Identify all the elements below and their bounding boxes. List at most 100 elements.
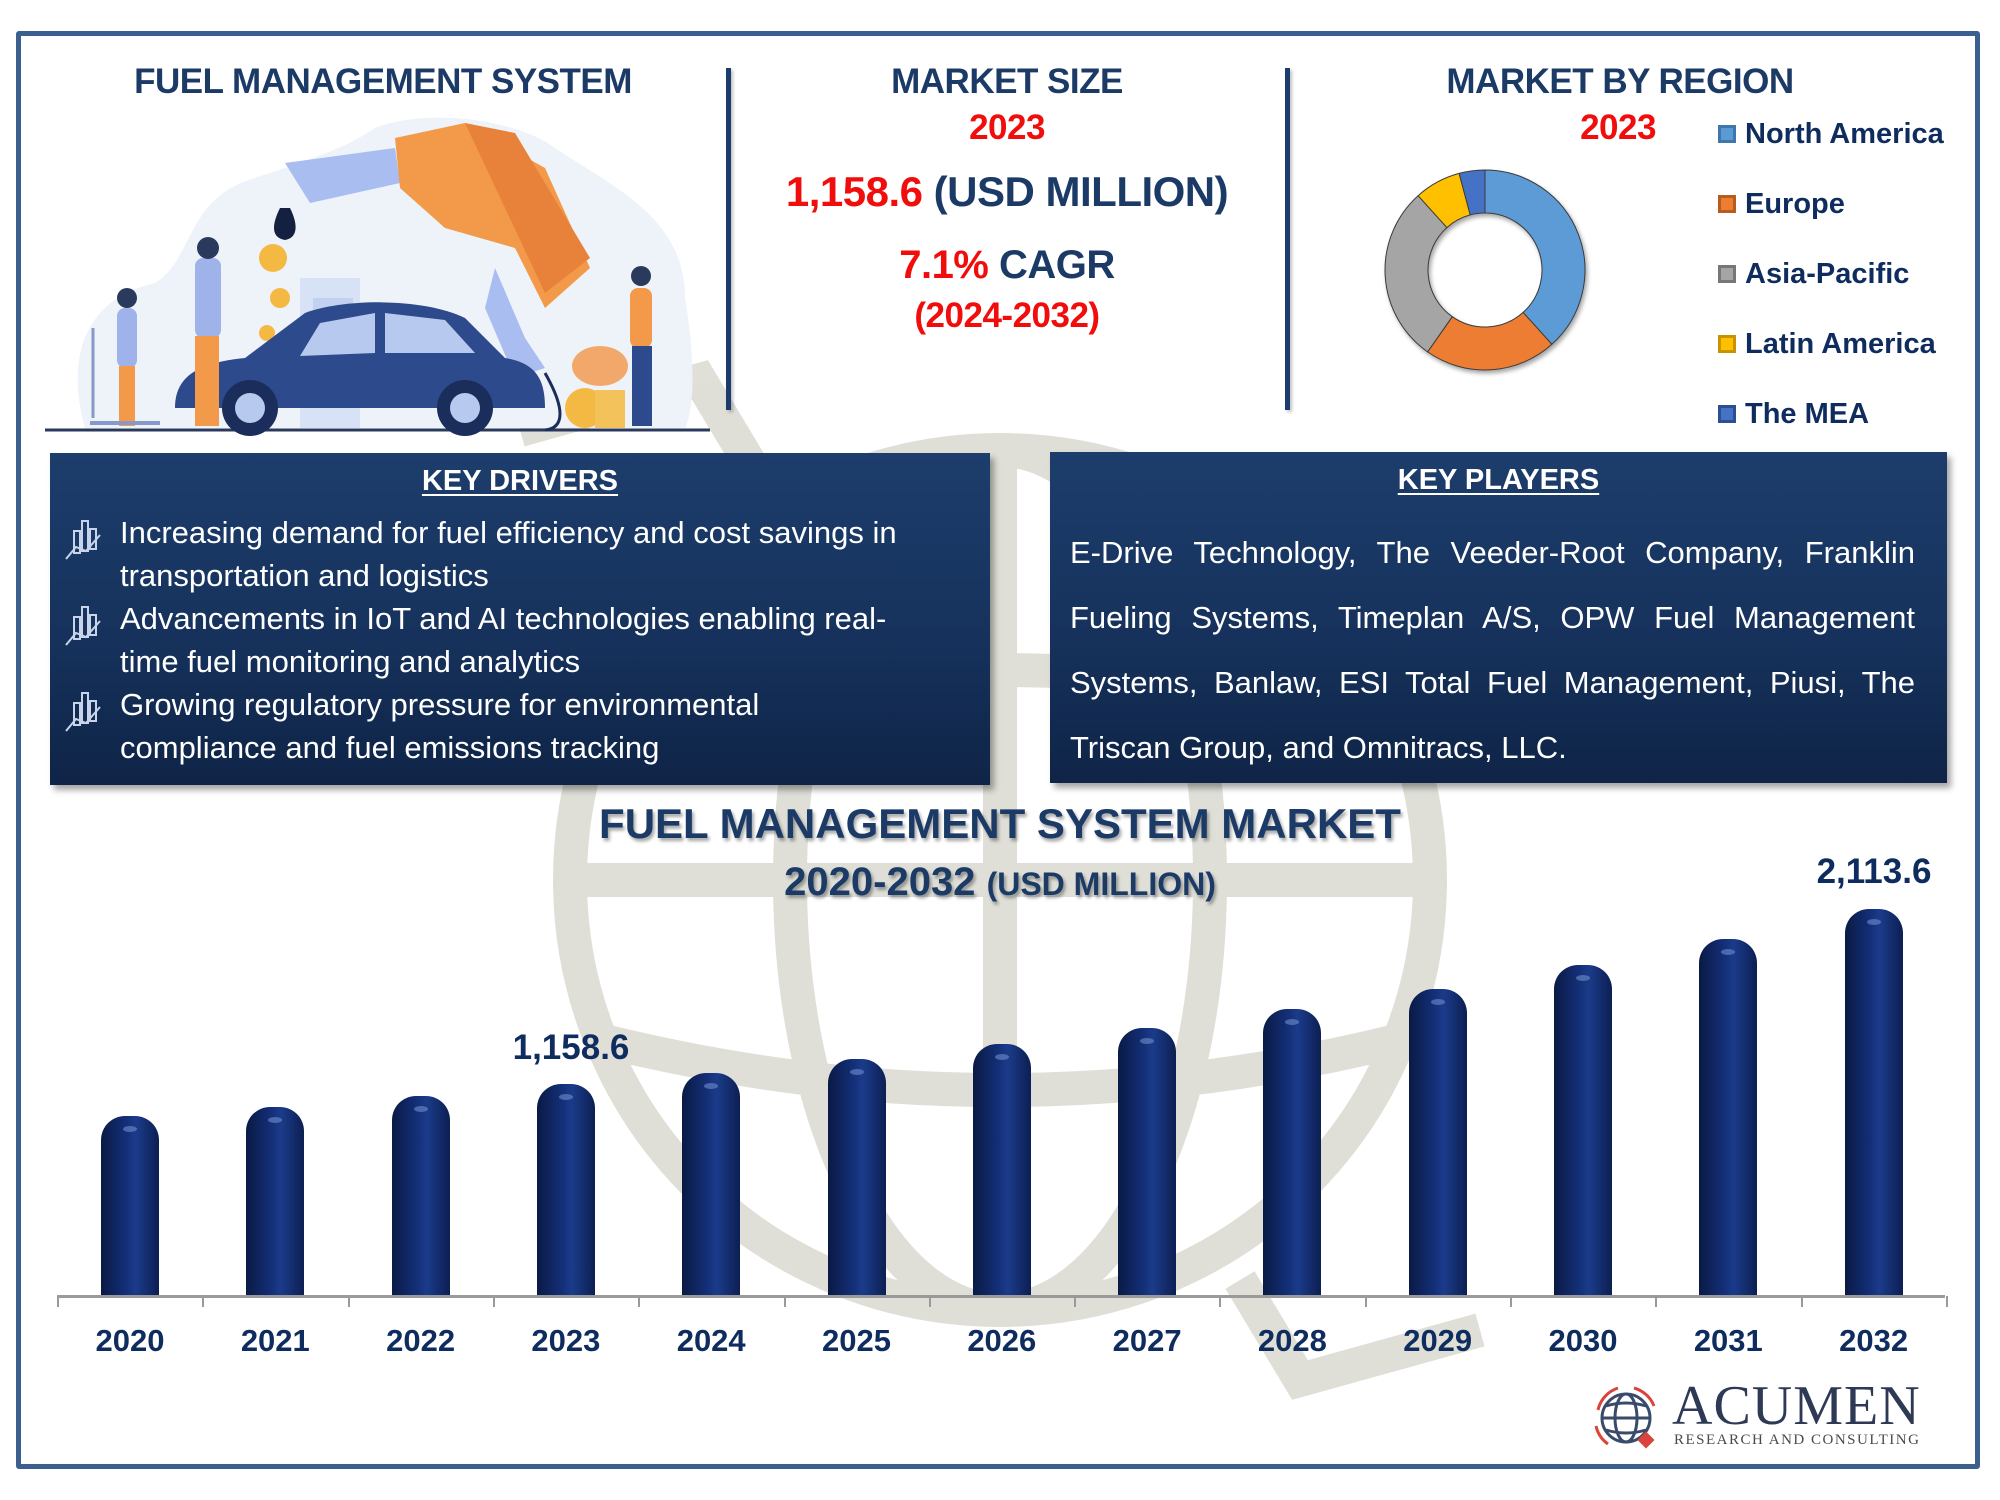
key-players-panel: KEY PLAYERS E-Drive Technology, The Veed…	[1050, 452, 1947, 783]
legend-label: Europe	[1745, 187, 1845, 220]
acumen-logo: ACUMEN RESEARCH AND CONSULTING	[1588, 1378, 1938, 1454]
bar-2029	[1408, 989, 1467, 1296]
legend-swatch-icon	[1718, 335, 1736, 353]
x-axis-tick	[57, 1296, 59, 1307]
market-size-year: 2023	[969, 108, 1045, 147]
logo-name: ACUMEN	[1672, 1375, 1921, 1437]
driver-item: Advancements in IoT and AI technologies …	[50, 597, 990, 683]
market-size-title: MARKET SIZE	[891, 62, 1123, 101]
x-axis-tick	[492, 1296, 495, 1307]
market-size-value: 1,158.6	[785, 168, 923, 215]
key-players-text: E-Drive Technology, The Veeder-Root Comp…	[1070, 535, 1915, 765]
bar-2022	[391, 1096, 450, 1296]
bar-2026	[972, 1044, 1031, 1296]
x-axis-label: 2028	[1257, 1323, 1327, 1358]
legend-item-europe: Europe	[1718, 184, 1845, 224]
cagr-value: 7.1%	[899, 243, 989, 287]
driver-text: Increasing demand for fuel efficiency an…	[120, 515, 897, 593]
x-axis-label: 2026	[967, 1323, 1037, 1358]
x-axis-tick	[928, 1296, 931, 1307]
bar-2021	[246, 1107, 305, 1296]
x-axis-tick	[1655, 1296, 1658, 1307]
x-axis-label: 2024	[676, 1323, 746, 1358]
bar-chart-trend-icon	[65, 692, 101, 732]
x-axis-label: 2020	[95, 1323, 165, 1358]
legend-swatch-icon	[1718, 265, 1736, 283]
cagr-row: 7.1% CAGR	[757, 243, 1257, 288]
data-label-2032: 2,113.6	[1816, 852, 1932, 891]
bar-2030	[1554, 965, 1612, 1296]
cagr-label: CAGR	[999, 243, 1115, 287]
driver-text: Advancements in IoT and AI technologies …	[120, 601, 887, 679]
region-year: 2023	[1580, 108, 1656, 147]
chart-title: FUEL MANAGEMENT SYSTEM MARKET	[599, 800, 1401, 847]
legend-swatch-icon	[1718, 195, 1736, 213]
x-axis-tick	[783, 1296, 786, 1307]
key-drivers-title: KEY DRIVERS	[421, 465, 619, 497]
x-axis-label: 2023	[531, 1323, 601, 1358]
region-title: MARKET BY REGION	[1446, 62, 1794, 101]
x-axis-tick	[1800, 1296, 1803, 1307]
x-axis-label: 2032	[1839, 1323, 1909, 1358]
driver-item: Growing regulatory pressure for environm…	[50, 683, 990, 769]
legend-swatch-icon	[1718, 405, 1736, 423]
divider-right	[1285, 68, 1290, 410]
x-axis-line	[57, 1295, 1945, 1298]
key-players-title: KEY PLAYERS	[1397, 464, 1600, 496]
outer-frame	[16, 31, 1980, 1469]
x-axis-label: 2030	[1548, 1323, 1618, 1358]
globe-logo-icon	[1594, 1386, 1656, 1449]
donut-slice-mea	[1458, 169, 1486, 216]
driver-item: Increasing demand for fuel efficiency an…	[50, 511, 990, 597]
chart-years: 2020-2032	[784, 860, 976, 904]
legend-label: The MEA	[1745, 397, 1870, 430]
key-drivers-panel: KEY DRIVERS Increasing demand for fuel e…	[50, 453, 990, 785]
data-label-2023: 1,158.6	[512, 1028, 630, 1067]
x-axis-tick	[1510, 1296, 1512, 1307]
x-axis-tick	[1219, 1296, 1222, 1307]
market-size-unit: (USD MILLION)	[933, 168, 1229, 215]
x-axis-tick	[1945, 1296, 1948, 1307]
fuel-nozzle-car-illustration	[45, 117, 710, 436]
chart-unit: (USD MILLION)	[986, 866, 1216, 902]
x-axis-label: 2021	[240, 1323, 310, 1358]
legend-item-mea: The MEA	[1718, 394, 1869, 434]
logo-tagline: RESEARCH AND CONSULTING	[1674, 1432, 1921, 1448]
x-axis-tick	[638, 1296, 641, 1307]
legend-label: North America	[1745, 117, 1944, 150]
product-title: FUEL MANAGEMENT SYSTEM	[134, 62, 632, 101]
x-axis-tick	[202, 1296, 205, 1307]
legend-item-asia-pacific: Asia-Pacific	[1718, 254, 1909, 294]
legend-item-north-america: North America	[1718, 114, 1944, 154]
x-axis-label: 2025	[822, 1323, 891, 1358]
region-donut-chart	[1384, 169, 1586, 371]
bar-2028	[1263, 1009, 1322, 1296]
divider-left	[726, 68, 731, 410]
x-axis-tick	[1364, 1296, 1367, 1307]
legend-label: Latin America	[1745, 327, 1936, 360]
x-axis-tick	[347, 1296, 350, 1307]
bar-2024	[682, 1072, 741, 1296]
driver-text: Growing regulatory pressure for environm…	[120, 687, 760, 765]
x-axis-tick	[1074, 1296, 1077, 1307]
bar-chart-trend-icon	[65, 606, 101, 646]
bar-2027	[1118, 1028, 1177, 1296]
donut-slice-asia-pacific	[1384, 194, 1453, 353]
legend-swatch-icon	[1718, 125, 1736, 143]
bar-2032	[1844, 909, 1903, 1296]
x-axis-label: 2029	[1403, 1323, 1473, 1358]
legend-item-latin-america: Latin America	[1718, 324, 1936, 364]
market-size-value-row: 1,158.6 (USD MILLION)	[707, 168, 1307, 216]
bar-chart-trend-icon	[65, 520, 101, 560]
bar-2031	[1699, 938, 1758, 1296]
cagr-period: (2024-2032)	[914, 296, 1100, 335]
bar-2020	[101, 1116, 159, 1296]
bar-2025	[827, 1059, 886, 1296]
x-axis-label: 2031	[1693, 1323, 1763, 1358]
x-axis-label: 2027	[1112, 1323, 1182, 1358]
chart-subtitle: 2020-2032 (USD MILLION)	[0, 860, 2000, 905]
x-axis-label: 2022	[386, 1323, 456, 1358]
bar-2023	[536, 1083, 595, 1296]
donut-slice-north-america	[1484, 169, 1586, 346]
legend-label: Asia-Pacific	[1745, 257, 1910, 290]
